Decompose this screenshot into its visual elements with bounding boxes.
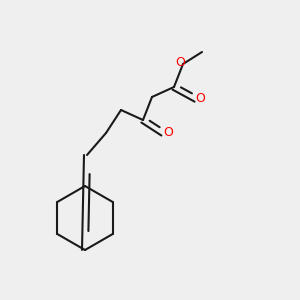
Text: O: O <box>195 92 205 104</box>
Text: O: O <box>175 56 185 70</box>
Text: O: O <box>163 125 173 139</box>
